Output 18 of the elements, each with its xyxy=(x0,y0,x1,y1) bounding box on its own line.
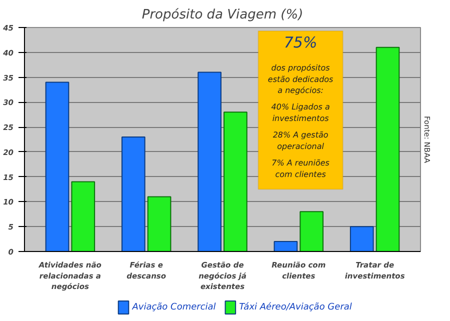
annotation: 40% Ligados a investimentos xyxy=(271,102,330,124)
annotation: dos propósitos estão dedicados a negócios: xyxy=(268,63,334,96)
bar xyxy=(274,241,298,252)
bar xyxy=(300,211,324,252)
bar xyxy=(350,226,374,252)
bar xyxy=(198,72,222,252)
annotation: 28% A gestão operacional xyxy=(272,130,328,151)
annotation: 75% xyxy=(284,33,318,52)
bar xyxy=(45,82,70,252)
bar xyxy=(147,196,172,252)
bar xyxy=(224,112,248,252)
legend-label: Táxi Aéreo/Aviação Geral xyxy=(239,302,352,312)
bar xyxy=(71,181,96,252)
legend-label: Aviação Comercial xyxy=(131,302,216,312)
chart-title: Propósito da Viagem (%) xyxy=(142,8,304,22)
bar xyxy=(121,136,146,252)
annotation: 7% A reuniões com clientes xyxy=(272,158,330,179)
bar xyxy=(376,46,400,252)
